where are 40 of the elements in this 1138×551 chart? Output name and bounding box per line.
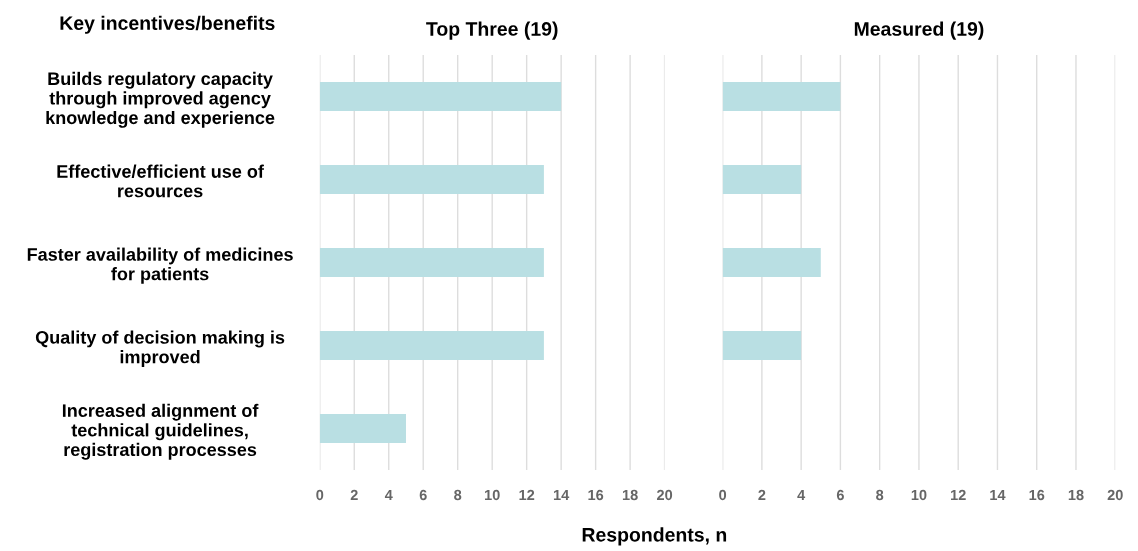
x-tick-label: 12 bbox=[951, 489, 966, 501]
x-tick-label: 0 bbox=[719, 489, 727, 501]
bar bbox=[319, 82, 562, 112]
y-tick-label: Increased alignment of technical guidelines, registration processes bbox=[62, 403, 259, 460]
y-tick-label: Quality of decision making is improved bbox=[35, 330, 285, 367]
x-tick-label: 4 bbox=[384, 489, 393, 501]
x-tick-label: 12 bbox=[519, 489, 535, 501]
x-tick-label: 14 bbox=[990, 489, 1006, 501]
text: Key incentives/benefits bbox=[60, 15, 275, 34]
bar bbox=[722, 331, 802, 361]
chart-title: Measured (19) bbox=[854, 21, 984, 40]
x-tick-label: 10 bbox=[484, 489, 500, 501]
x-tick-label: 16 bbox=[1029, 489, 1045, 501]
bar bbox=[319, 248, 544, 278]
x-tick-label: 8 bbox=[454, 489, 462, 501]
x-tick-label: 4 bbox=[797, 489, 806, 501]
x-tick-label: 14 bbox=[553, 489, 570, 501]
x-tick-label: 2 bbox=[350, 489, 358, 501]
x-tick-label: 10 bbox=[911, 489, 927, 501]
bar bbox=[319, 331, 544, 361]
x-tick-label: 8 bbox=[876, 489, 884, 501]
x-tick-label: 0 bbox=[316, 489, 324, 501]
x-tick-label: 6 bbox=[836, 489, 844, 501]
bar bbox=[722, 82, 841, 112]
y-tick-label: Faster availability of medicines for patients bbox=[27, 247, 293, 284]
bar bbox=[722, 165, 802, 195]
y-tick-label: Effective/efficient use of resources bbox=[57, 164, 264, 198]
bar bbox=[319, 165, 544, 195]
x-tick-label: 18 bbox=[1068, 489, 1084, 501]
chart-title: Top Three (19) bbox=[426, 21, 558, 40]
y-tick-label: Builds regulatory capacity through improved agency knowledge and experience bbox=[46, 71, 275, 128]
text: Respondents, n bbox=[582, 527, 727, 546]
x-tick-label: 2 bbox=[758, 489, 766, 501]
x-tick-label: 20 bbox=[1107, 489, 1123, 501]
x-tick-label: 16 bbox=[588, 489, 604, 501]
x-tick-label: 20 bbox=[656, 489, 673, 501]
bar bbox=[722, 248, 821, 278]
bar bbox=[319, 413, 406, 444]
x-tick-label: 18 bbox=[622, 489, 638, 501]
x-tick-label: 6 bbox=[419, 489, 427, 501]
